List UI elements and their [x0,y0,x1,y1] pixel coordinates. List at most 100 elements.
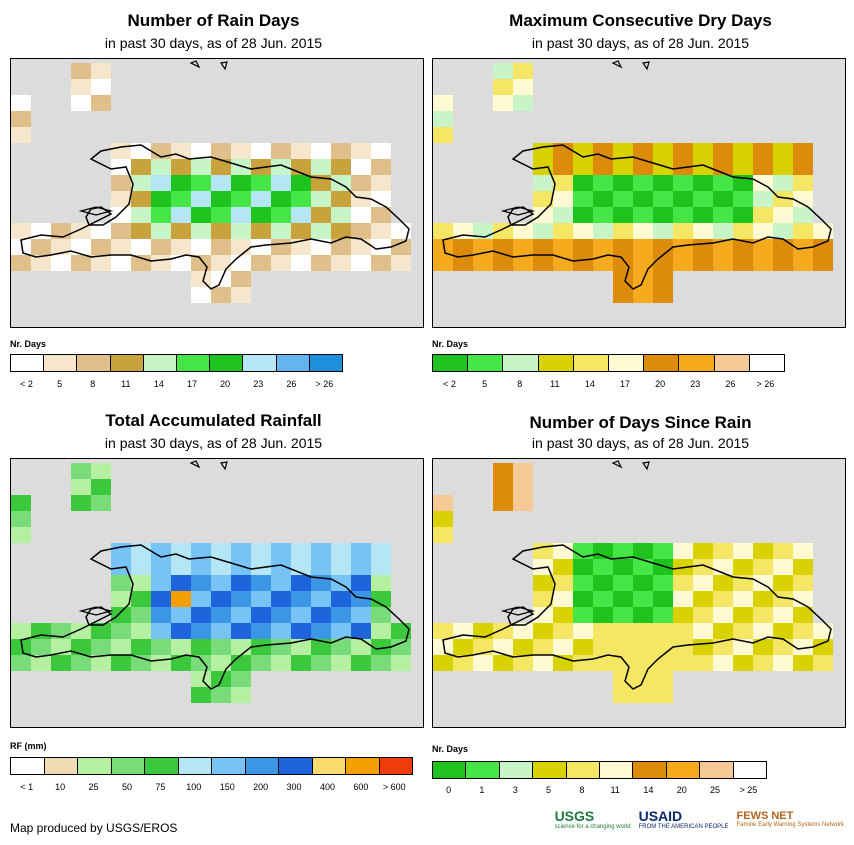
grid-cell [191,591,211,607]
grid-cell [231,239,251,255]
grid-cell [391,255,411,271]
grid-cell [271,607,291,623]
grid-cell [291,623,311,639]
grid-cell [211,143,231,159]
grid-cell [111,207,131,223]
grid-cell [331,223,351,239]
panel-rain-days: Number of Rain Days in past 30 days, as … [0,0,427,422]
legend-tick-label: 300 [286,782,302,792]
grid-cell [171,639,191,655]
grid-cell [111,175,131,191]
grid-cell [433,623,453,639]
legend-tick-label: 11 [121,379,131,389]
grid-cell [753,543,773,559]
grid-cell [91,63,111,79]
grid-cell [493,239,513,255]
grid-cell [231,191,251,207]
grid-cell [633,655,653,671]
grid-cell [111,239,131,255]
grid-cell [71,639,91,655]
grid-cell [251,175,271,191]
grid-cell [653,559,673,575]
legend-tick-label: 25 [710,785,721,795]
grid-cell [331,655,351,671]
grid-cell [371,575,391,591]
grid-cell [251,623,271,639]
grid-cell [513,223,533,239]
panel-title: Total Accumulated Rainfall [105,411,322,430]
grid-cell [351,255,371,271]
grid-cell [231,687,251,703]
grid-cell [693,639,713,655]
map-rainfall [10,458,424,728]
grid-cell [171,543,191,559]
grid-cell [151,143,171,159]
grid-cell [111,607,131,623]
grid-cell [111,191,131,207]
grid-cell [91,495,111,511]
grid-cell [191,559,211,575]
grid-cell [573,175,593,191]
grid-cell [71,463,91,479]
grid-cell [793,639,813,655]
grid-cell [653,175,673,191]
grid-cell [633,191,653,207]
grid-cell [331,623,351,639]
map-canvas [11,460,411,703]
grid-cell [613,559,633,575]
grid-cell [653,575,673,591]
small-islands-outline [78,60,228,216]
grid-cell [533,223,553,239]
grid-cell [433,511,453,527]
grid-cell [231,255,251,271]
grid-cell [433,239,453,255]
grid-cell [231,575,251,591]
grid-cell [191,271,211,287]
legend-swatch [11,758,45,774]
legend-title: Nr. Days [432,339,469,349]
usgs-logo-text: USGS [554,808,595,824]
grid-cell [131,223,151,239]
grid-cell [793,559,813,575]
grid-cell [191,687,211,703]
legend-swatch [245,758,279,774]
grid-cell [331,159,351,175]
grid-cell [71,495,91,511]
grid-cell [773,655,793,671]
grid-cell [633,207,653,223]
grid-cell [673,575,693,591]
grid-cell [331,143,351,159]
grid-cell [753,639,773,655]
grid-cell [673,591,693,607]
grid-cell [453,239,473,255]
grid-cell [171,223,191,239]
legend-swatch [633,762,667,778]
grid-cell [693,543,713,559]
grid-cell [311,223,331,239]
grid-cell [593,623,613,639]
grid-cell [673,607,693,623]
legend-tick-label: 50 [121,782,132,792]
grid-cell [171,623,191,639]
legend-title: Nr. Days [432,744,469,754]
legend-swatch [11,355,45,371]
grid-cell [533,639,553,655]
grid-cell [593,175,613,191]
grid-cell [291,575,311,591]
grid-cell [11,95,31,111]
grid-cell [593,255,613,271]
grid-cell [733,143,753,159]
legend-tick-label: 3 [512,785,518,795]
grid-cell [171,143,191,159]
grid-cell [753,255,773,271]
grid-cell [131,159,151,175]
grid-cell [593,639,613,655]
grid-cell [613,639,633,655]
grid-cell [171,175,191,191]
grid-cell [593,607,613,623]
fews-logo-tagline: Famine Early Warning Systems Network [736,822,844,828]
grid-cell [553,143,573,159]
grid-cell [71,655,91,671]
grid-cell [513,495,533,511]
grid-cell [271,239,291,255]
